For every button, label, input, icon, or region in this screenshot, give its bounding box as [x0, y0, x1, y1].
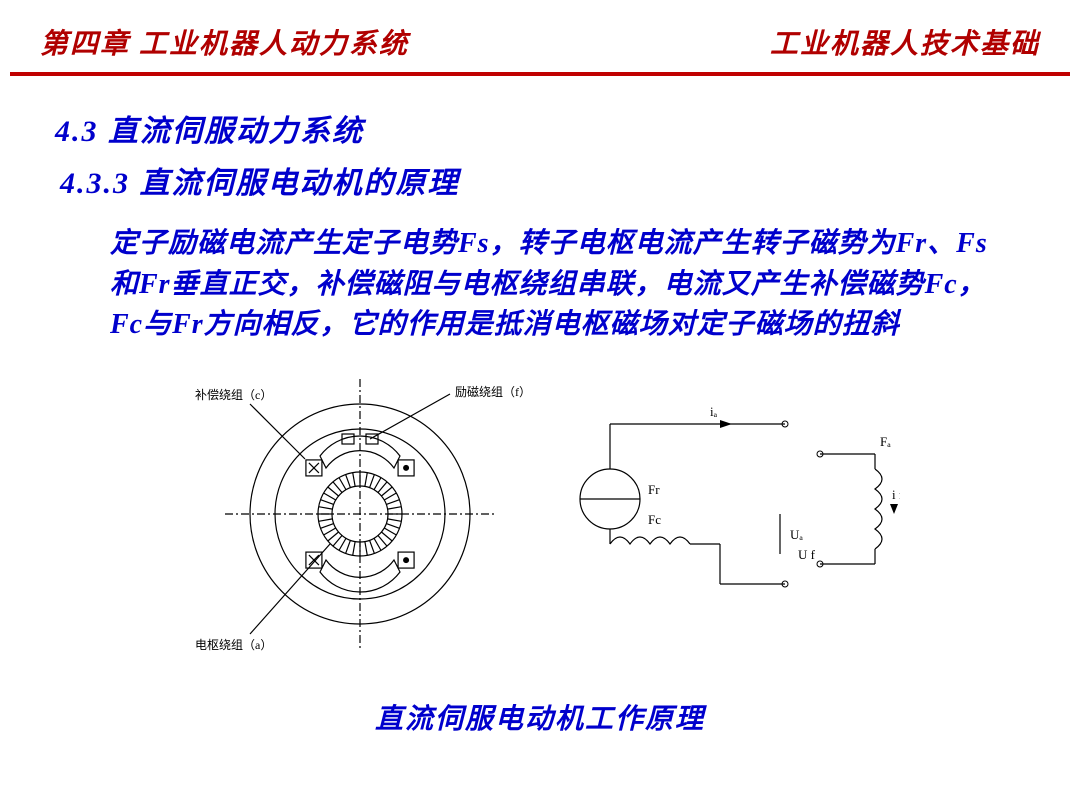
svg-text:电枢绕组（a）: 电枢绕组（a） — [195, 637, 272, 652]
svg-text:Fr: Fr — [648, 482, 660, 497]
diagram-caption: 直流伺服电动机工作原理 — [0, 697, 1080, 737]
header-rule — [10, 72, 1070, 76]
svg-text:i f: i f — [892, 487, 900, 502]
motor-diagram: 补偿绕组（c） 励磁绕组（f） 电枢绕组（a） iₐ Fr Fc Uₐ Fₐ i f U f — [180, 364, 900, 669]
svg-text:iₐ: iₐ — [710, 404, 718, 419]
svg-text:Fc: Fc — [648, 512, 661, 527]
body-paragraph: 定子励磁电流产生定子电势Fs，转子电枢电流产生转子磁势为Fr、Fs和Fr垂直正交… — [110, 224, 1000, 346]
svg-text:Fₐ: Fₐ — [880, 434, 891, 449]
subsection-title: 4.3.3 直流伺服电动机的原理 — [60, 158, 1080, 202]
section-title: 4.3 直流伺服动力系统 — [55, 106, 1080, 150]
svg-text:励磁绕组（f）: 励磁绕组（f） — [455, 384, 531, 399]
book-title: 工业机器人技术基础 — [770, 22, 1040, 62]
chapter-title: 第四章 工业机器人动力系统 — [40, 22, 409, 62]
svg-text:U f: U f — [798, 547, 816, 562]
svg-text:Uₐ: Uₐ — [790, 527, 803, 542]
svg-text:补偿绕组（c）: 补偿绕组（c） — [195, 387, 272, 402]
